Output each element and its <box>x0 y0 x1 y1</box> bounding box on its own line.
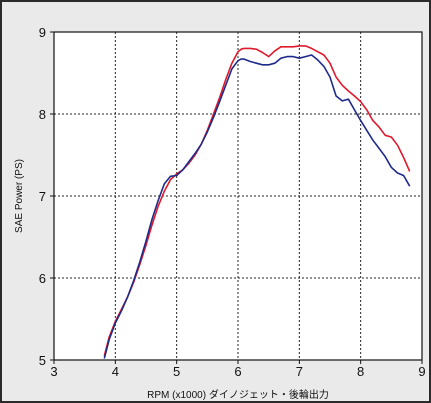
series-line-1 <box>103 45 411 357</box>
y-tick-label: 6 <box>39 271 46 286</box>
grid-lines <box>54 32 422 360</box>
x-tick-labels: 3 4 5 6 7 8 9 <box>50 360 426 379</box>
x-tick-label: 7 <box>296 364 303 379</box>
x-tick-label: 3 <box>50 364 57 379</box>
y-tick-label: 7 <box>39 189 46 204</box>
y-tick-labels: 5 6 7 8 9 <box>39 25 54 368</box>
x-tick-label: 4 <box>112 364 119 379</box>
x-tick-label: 9 <box>418 364 425 379</box>
x-tick-label: 8 <box>357 364 364 379</box>
series-lines <box>103 45 411 359</box>
y-axis-label: SAE Power (PS) <box>14 159 25 233</box>
y-tick-label: 9 <box>39 25 46 40</box>
y-tick-label: 8 <box>39 107 46 122</box>
x-axis-label: RPM (x1000) ダイノジェット・後輪出力 <box>147 388 329 401</box>
y-tick-label: 5 <box>39 353 46 368</box>
x-tick-label: 6 <box>234 364 241 379</box>
series-line-2 <box>103 54 411 359</box>
x-tick-label: 5 <box>173 364 180 379</box>
